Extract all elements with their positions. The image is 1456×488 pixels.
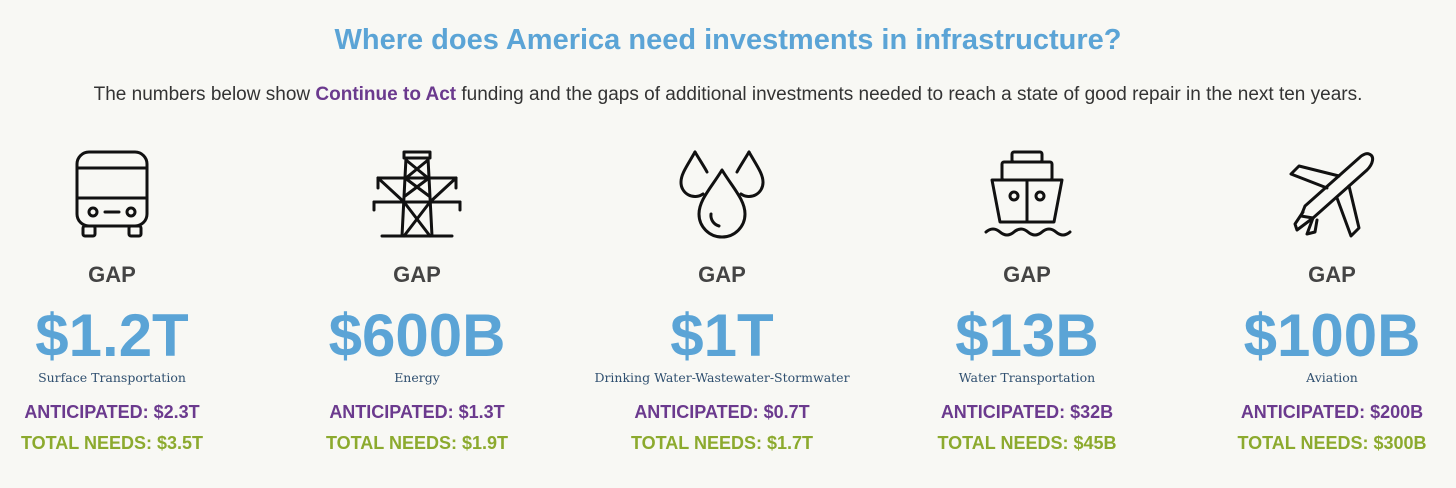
gap-value: $100B: [1243, 302, 1421, 369]
subtitle-highlight: Continue to Act: [315, 84, 457, 105]
gap-label: GAP: [1003, 262, 1051, 287]
category-label: Drinking Water-Wastewater-Stormwater: [594, 370, 850, 385]
category-label: Surface Transportation: [38, 370, 186, 385]
subtitle-prefix: The numbers below show: [93, 84, 316, 105]
anticipated-value: ANTICIPATED: $0.7T: [634, 402, 810, 422]
page-subtitle: The numbers below show Continue to Act f…: [0, 84, 1456, 106]
power-tower-icon: [372, 148, 462, 240]
column-surface-transportation: GAP $1.2T Surface Transportation ANTICIP…: [0, 140, 257, 480]
total-needs-value: TOTAL NEEDS: $45B: [937, 433, 1117, 453]
infrastructure-columns: GAP $1.2T Surface Transportation ANTICIP…: [0, 140, 1456, 480]
bus-icon: [67, 148, 157, 240]
column-drinking-water: GAP $1T Drinking Water-Wastewater-Stormw…: [577, 140, 867, 480]
gap-value: $1T: [670, 302, 774, 369]
gap-value: $13B: [955, 302, 1099, 369]
total-needs-value: TOTAL NEEDS: $300B: [1237, 433, 1427, 453]
anticipated-value: ANTICIPATED: $200B: [1240, 402, 1424, 422]
anticipated-value: ANTICIPATED: $1.3T: [329, 402, 505, 422]
category-label: Energy: [394, 370, 440, 385]
total-needs-value: TOTAL NEEDS: $1.7T: [630, 433, 814, 453]
column-water-transportation: GAP $13B Water Transportation ANTICIPATE…: [882, 140, 1172, 480]
gap-label: GAP: [1308, 262, 1356, 287]
column-aviation: GAP $100B Aviation ANTICIPATED: $200B TO…: [1187, 140, 1456, 480]
water-drops-icon: [677, 148, 767, 240]
ship-icon: [982, 148, 1072, 240]
airplane-icon: [1287, 148, 1377, 240]
column-energy: GAP $600B Energy ANTICIPATED: $1.3T TOTA…: [272, 140, 562, 480]
total-needs-value: TOTAL NEEDS: $1.9T: [325, 433, 509, 453]
gap-value: $1.2T: [35, 302, 189, 369]
gap-label: GAP: [698, 262, 746, 287]
gap-value: $600B: [328, 302, 506, 369]
total-needs-value: TOTAL NEEDS: $3.5T: [20, 433, 204, 453]
category-label: Water Transportation: [958, 370, 1096, 385]
gap-label: GAP: [393, 262, 441, 287]
anticipated-value: ANTICIPATED: $2.3T: [24, 402, 200, 422]
page-title: Where does America need investments in i…: [334, 24, 1122, 56]
subtitle-suffix: funding and the gaps of additional inves…: [456, 84, 1363, 105]
gap-label: GAP: [88, 262, 136, 287]
anticipated-value: ANTICIPATED: $32B: [940, 402, 1114, 422]
category-label: Aviation: [1306, 370, 1358, 385]
